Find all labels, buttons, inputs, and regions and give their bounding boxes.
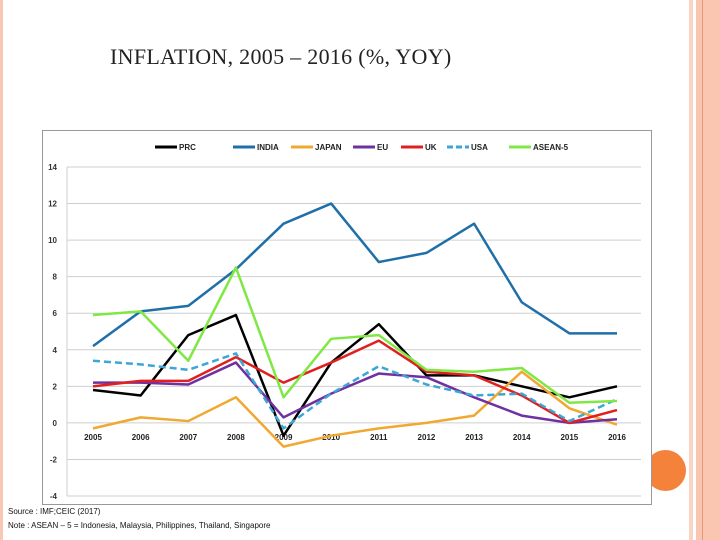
y-tick-label: 14: [48, 163, 57, 172]
y-tick-label: 2: [53, 382, 58, 391]
series-line-usa: [92, 352, 618, 430]
series-line-asean-5: [92, 266, 618, 405]
x-tick-label: 2015: [560, 433, 578, 442]
slide-title: INFLATION, 2005 – 2016 (%, YOY): [110, 44, 452, 69]
source-text: Source : IMF;CEIC (2017): [8, 507, 101, 516]
y-tick-label: 12: [48, 200, 57, 209]
legend-label: INDIA: [257, 143, 279, 152]
x-tick-label: 2014: [513, 433, 531, 442]
legend-label: PRC: [179, 143, 196, 152]
right-frame-stripe: [689, 0, 693, 540]
x-tick-label: 2016: [608, 433, 626, 442]
y-tick-label: 10: [48, 236, 57, 245]
series-line-eu: [93, 361, 618, 425]
left-frame-stripe: [0, 0, 3, 540]
chart-container: -4 -2 0 2 4 6 8 10 12 14 2005 2006 2007 2008 2009 2010 2…: [42, 130, 652, 505]
y-tick-label: -2: [50, 455, 58, 464]
legend-label: JAPAN: [315, 143, 342, 152]
x-tick-label: 2006: [132, 433, 150, 442]
x-tick-label: 2012: [418, 433, 436, 442]
y-tick-label: 0: [53, 419, 58, 428]
x-tick-label: 2008: [227, 433, 245, 442]
x-tick-label: 2010: [322, 433, 340, 442]
inflation-line-chart: -4 -2 0 2 4 6 8 10 12 14 2005 2006 2007 2008 2009 2010 2…: [48, 143, 641, 501]
x-tick-label: 2007: [179, 433, 197, 442]
legend-label: USA: [471, 143, 488, 152]
note-text: Note : ASEAN – 5 = Indonesia, Malaysia, …: [8, 521, 271, 530]
y-tick-label: 6: [53, 309, 58, 318]
series-line-uk: [92, 339, 618, 425]
x-tick-label: 2011: [370, 433, 388, 442]
x-tick-label: 2009: [275, 433, 293, 442]
right-frame-band: [696, 0, 720, 540]
x-tick-label: 2013: [465, 433, 483, 442]
legend-label: UK: [425, 143, 437, 152]
series-line-japan: [92, 370, 618, 448]
y-tick-label: -4: [50, 492, 58, 501]
legend-label: EU: [377, 143, 388, 152]
series-line-india: [92, 202, 617, 348]
series-line-prc: [92, 313, 618, 437]
legend-label: ASEAN-5: [533, 143, 569, 152]
right-frame-line: [702, 0, 703, 540]
x-tick-label: 2005: [84, 433, 102, 442]
y-tick-label: 8: [53, 273, 58, 282]
y-tick-label: 4: [53, 346, 58, 355]
